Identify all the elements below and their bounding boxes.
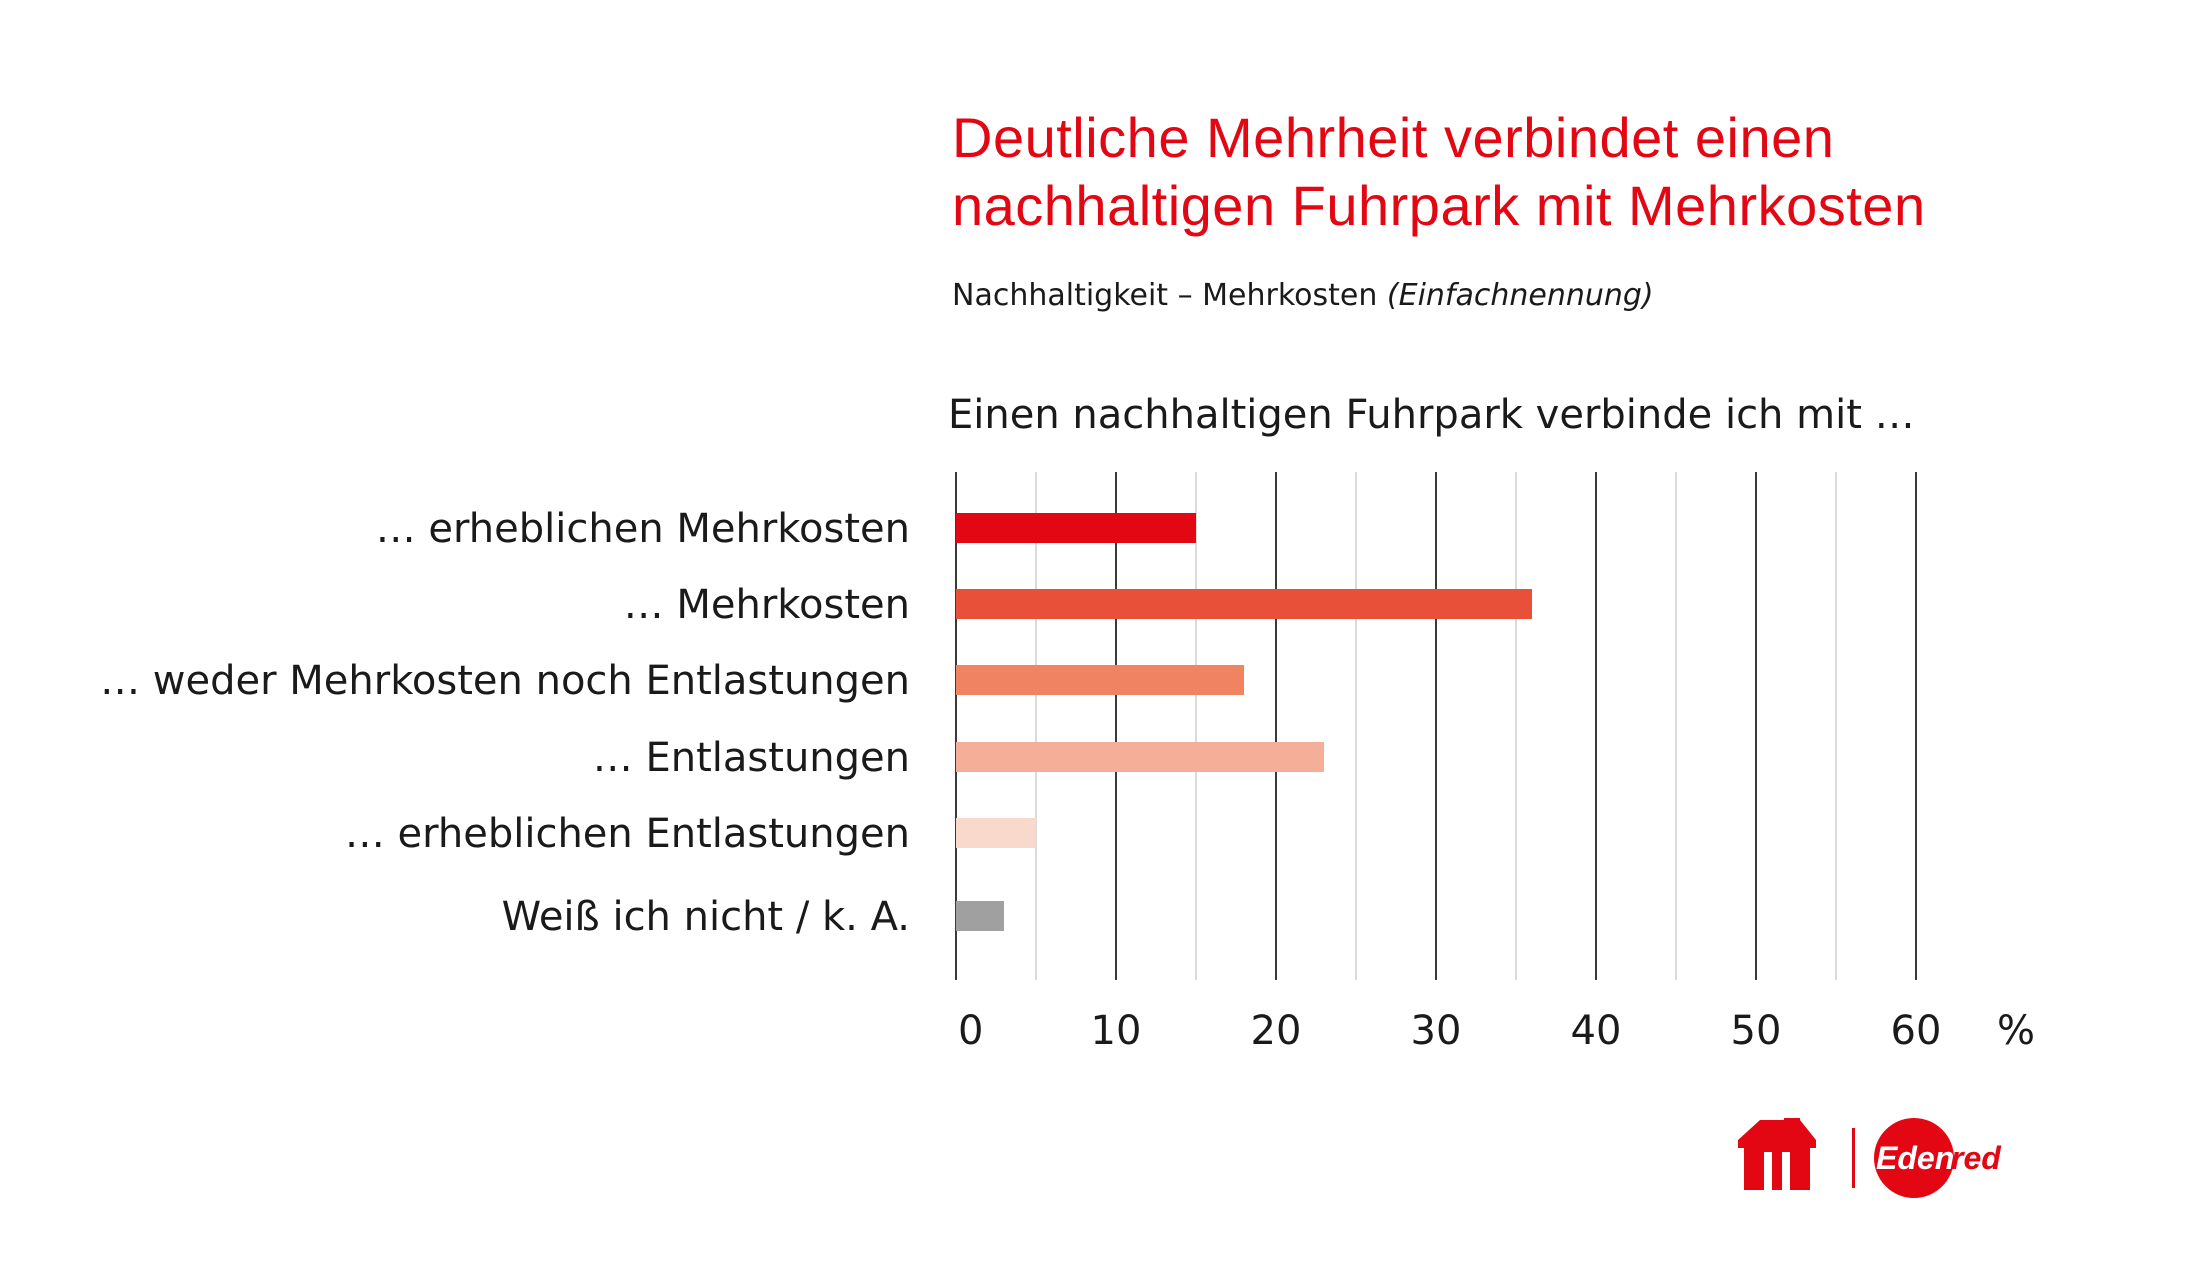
chart-title-line-2: nachhaltigen Fuhrpark mit Mehrkosten: [952, 174, 1926, 237]
bar: [956, 665, 1244, 695]
edenred-logo-text-b: red: [1951, 1140, 2002, 1176]
bar: [956, 589, 1532, 619]
bar: [956, 901, 1004, 931]
bar-chart: … erheblichen Mehrkosten … Mehrkosten … we…: [100, 472, 2035, 1054]
category-label: Weiß ich nicht / k. A.: [502, 894, 910, 940]
x-tick-label: 0: [958, 1008, 983, 1054]
edenred-logo-text-a: Eden: [1876, 1140, 1954, 1176]
brand-logos: Eden red: [1738, 1118, 2002, 1198]
x-tick-label: 10: [1091, 1008, 1142, 1054]
category-label: … weder Mehrkosten noch Entlastungen: [100, 658, 910, 704]
subtitle-note: (Einfachnennung): [1386, 278, 1654, 313]
x-tick-label: 40: [1571, 1008, 1622, 1054]
chart-title-line-1: Deutliche Mehrheit verbindet einen: [952, 106, 1835, 169]
logo-divider: [1852, 1128, 1855, 1188]
bar: [956, 818, 1036, 848]
uta-logo-icon: [1738, 1118, 1816, 1190]
bar: [956, 513, 1196, 543]
chart-subtitle: Nachhaltigkeit – Mehrkosten (Einfachnenn…: [952, 278, 1654, 313]
subtitle-main: Nachhaltigkeit – Mehrkosten: [952, 278, 1378, 313]
category-label: … Entlastungen: [593, 735, 910, 781]
x-tick-label: 30: [1411, 1008, 1462, 1054]
x-tick-label: 50: [1731, 1008, 1782, 1054]
category-label: … erheblichen Entlastungen: [345, 811, 910, 857]
bar: [956, 742, 1324, 772]
x-unit-label: %: [1997, 1008, 2035, 1054]
question-text: Einen nachhaltigen Fuhrpark verbinde ich…: [948, 392, 1915, 438]
x-tick-label: 60: [1891, 1008, 1942, 1054]
x-tick-label: 20: [1251, 1008, 1302, 1054]
chart-title: Deutliche Mehrheit verbindet einen nachh…: [952, 104, 2152, 240]
edenred-logo-icon: Eden red: [1874, 1118, 2002, 1198]
category-label: … erheblichen Mehrkosten: [376, 506, 910, 552]
category-label: … Mehrkosten: [624, 582, 910, 628]
